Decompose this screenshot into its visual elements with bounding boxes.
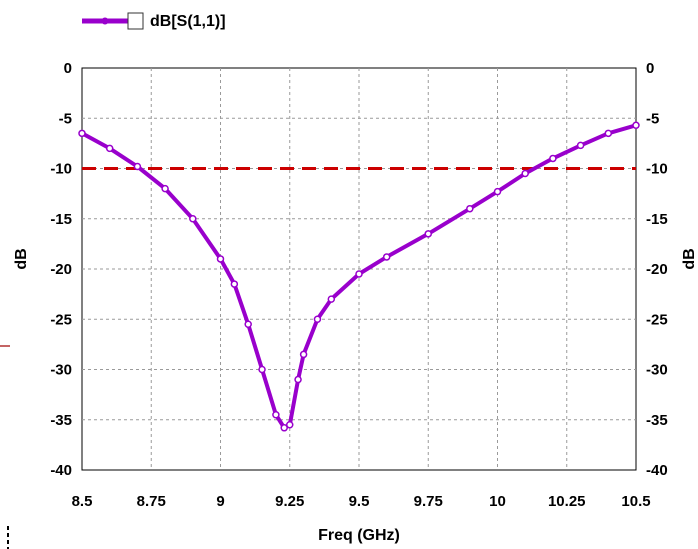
grid	[82, 68, 636, 470]
x-axis-label: Freq (GHz)	[318, 527, 400, 544]
legend-checkbox[interactable]	[127, 12, 144, 30]
y2-tick-label: -20	[646, 261, 668, 278]
x-tick-label: 10.25	[548, 493, 586, 510]
y2-tick-label: 0	[646, 60, 654, 77]
y-tick-label: -5	[59, 110, 72, 127]
x-tick-label: 9.25	[275, 493, 304, 510]
data-point	[521, 169, 529, 178]
data-point	[105, 144, 114, 153]
data-point	[355, 270, 363, 278]
y2-tick-label: -25	[646, 311, 668, 328]
x-tick-label: 10.5	[621, 493, 650, 510]
y2-tick-label: -10	[646, 161, 668, 178]
y2-tick-label: -40	[646, 462, 668, 479]
y-tick-label: -20	[50, 261, 72, 278]
data-point	[604, 129, 613, 138]
x-tick-label: 9.75	[414, 493, 443, 510]
x-tick-label: 8.75	[137, 493, 166, 510]
y2-tick-label: -5	[646, 110, 659, 127]
y2-tick-label: -15	[646, 211, 668, 228]
data-point	[286, 421, 294, 429]
y2-tick-label: -30	[646, 362, 668, 379]
legend: dB[S(1,1)]	[82, 12, 226, 30]
series-layer	[78, 121, 640, 432]
series-line	[80, 123, 638, 430]
data-point	[133, 162, 142, 171]
y-axis-left-ticks: 0 -5 -10 -15 -20 -25 -30 -35 -40	[50, 60, 72, 479]
y-tick-label: 0	[64, 60, 72, 77]
legend-marker	[101, 17, 109, 25]
x-tick-label: 8.5	[72, 493, 93, 510]
y2-tick-label: -35	[646, 412, 668, 429]
y-axis-label: dB	[13, 248, 30, 269]
data-point	[78, 129, 86, 138]
data-point	[216, 255, 225, 263]
y-tick-label: -30	[50, 362, 72, 379]
y-tick-label: -40	[50, 462, 72, 479]
data-point	[424, 230, 432, 238]
data-point	[272, 410, 280, 419]
x-axis-ticks: 8.5 8.75 9 9.25 9.5 9.75 10 10.25 10.5	[72, 493, 651, 510]
data-point	[161, 184, 169, 193]
data-point	[313, 315, 322, 323]
y-tick-label: -35	[50, 412, 72, 429]
x-tick-label: 9.5	[349, 493, 370, 510]
data-point	[244, 320, 252, 329]
data-point	[327, 295, 336, 303]
data-point	[632, 121, 640, 130]
y-tick-label: -15	[50, 211, 72, 228]
data-point	[258, 365, 266, 374]
data-point	[549, 154, 557, 163]
data-point	[230, 280, 239, 288]
x-tick-label: 9	[216, 493, 224, 510]
y-axis-right-ticks: 0 -5 -10 -15 -20 -25 -30 -35 -40	[646, 60, 668, 479]
y-tick-label: -25	[50, 311, 72, 328]
data-point	[466, 204, 474, 213]
data-point	[382, 253, 391, 261]
data-point	[493, 187, 502, 196]
y2-axis-label: dB	[681, 248, 698, 269]
data-point	[576, 141, 585, 150]
x-tick-label: 10	[489, 493, 506, 510]
legend-label: dB[S(1,1)]	[150, 13, 226, 30]
data-point	[280, 424, 288, 432]
data-point	[189, 215, 197, 223]
y-tick-label: -10	[50, 161, 72, 178]
data-point	[299, 350, 308, 359]
data-point	[294, 375, 302, 384]
